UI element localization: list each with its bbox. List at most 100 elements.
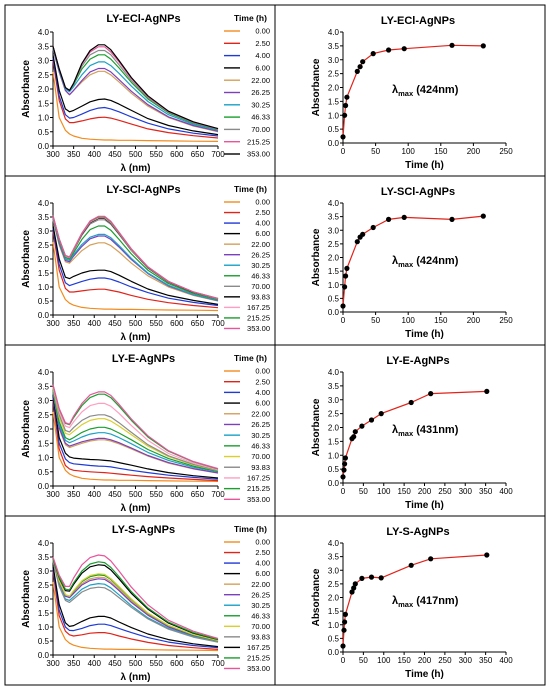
panel-title: LY-E-AgNPs [386, 355, 449, 367]
data-point [342, 611, 348, 618]
panel-title: LY-S-AgNPs [386, 526, 449, 538]
data-point [352, 429, 358, 435]
data-point [342, 619, 348, 625]
x-axis-label: Time (h) [405, 329, 444, 340]
legend-label: 6.00 [255, 399, 270, 408]
x-tick-label: 500 [129, 150, 143, 159]
x-tick-label: 350 [67, 659, 81, 668]
data-point [359, 575, 365, 582]
panel-title: LY-ECl-AgNPs [381, 15, 455, 27]
y-tick-label: 2.0 [38, 255, 50, 264]
y-tick-label: 1.5 [328, 97, 340, 106]
x-tick-label: 0 [341, 656, 346, 665]
y-tick-label: 3.0 [38, 57, 50, 66]
spectrum-line [52, 582, 219, 652]
y-tick-label: 1.5 [38, 439, 50, 448]
spectrum-line [52, 219, 219, 302]
data-point [342, 455, 348, 461]
lambda-subscript: max [398, 260, 414, 269]
legend-label: 46.33 [251, 113, 270, 122]
x-tick-label: 200 [418, 656, 432, 665]
data-point [359, 423, 365, 429]
x-tick-label: 50 [359, 656, 368, 665]
legend-label: 2.50 [255, 208, 270, 217]
x-tick-label: 400 [88, 319, 102, 328]
legend-label: 26.25 [251, 250, 270, 259]
y-tick-label: 0.0 [38, 311, 50, 320]
x-tick-label: 300 [459, 656, 473, 665]
y-tick-label: 1.5 [328, 437, 340, 446]
legend-label: 30.25 [251, 601, 270, 610]
kinetics-panel-2: LY-E-AgNPs 0.0 0.5 1.0 1.5 2.0 2.5 3.0 3.5 4.0 0 50… [311, 355, 513, 511]
data-point [368, 417, 375, 423]
y-tick-label: 0.5 [328, 294, 340, 303]
spectrum-line [52, 230, 219, 309]
y-tick-label: 0.0 [38, 142, 50, 151]
y-tick-label: 4.0 [328, 28, 340, 37]
x-tick-label: 450 [108, 490, 122, 499]
data-point [484, 388, 490, 394]
spectrum-line [52, 47, 219, 131]
y-tick-label: 4.0 [38, 368, 50, 377]
x-tick-label: 0 [341, 147, 346, 156]
data-point [354, 239, 360, 245]
y-tick-label: 2.5 [328, 410, 340, 419]
legend-label: 353.00 [247, 150, 270, 159]
legend-label: 26.25 [251, 590, 270, 599]
x-tick-label: 0 [341, 316, 346, 325]
y-tick-label: 4.0 [38, 539, 50, 548]
data-point [401, 46, 407, 52]
y-tick-label: 3.5 [38, 553, 50, 562]
x-axis-label: λ (nm) [121, 503, 151, 514]
lambda-symbol: λ [392, 84, 398, 96]
y-axis-label: Absorbance [311, 398, 322, 456]
x-tick-label: 550 [149, 150, 163, 159]
x-tick-label: 200 [418, 487, 432, 496]
lambda-value: (424nm) [413, 255, 459, 267]
y-tick-label: 3.5 [328, 42, 340, 51]
panel-title: LY-S-AgNPs [112, 524, 175, 536]
panels: LY-ECl-AgNPs 0.0 0.5 1.0 1.5 2.0 2.5 3.0 3.5 4.0 3… [4, 4, 546, 686]
panel-title: LY-SCl-AgNPs [381, 186, 455, 198]
x-tick-label: 150 [434, 316, 448, 325]
y-tick-label: 2.5 [38, 241, 50, 250]
kinetics-panel-1: LY-SCl-AgNPs 0.0 0.5 1.0 1.5 2.0 2.5 3.0 3.5 4.0 0… [311, 186, 513, 340]
x-tick-label: 150 [397, 487, 411, 496]
spectrum-line [52, 391, 219, 474]
y-tick-label: 4.0 [38, 199, 50, 208]
spectrum-line [52, 225, 219, 305]
legend-label: 0.00 [255, 27, 270, 36]
lambda-max-annotation: λmax (424nm) [392, 255, 459, 269]
spectrum-line [52, 215, 219, 300]
spectrum-line [52, 561, 219, 643]
spectrum-line [52, 57, 219, 137]
data-point [368, 574, 375, 580]
kinetics-panel-3: LY-S-AgNPs 0.0 0.5 1.0 1.5 2.0 2.5 3.0 3.5 4.0 0 50… [311, 526, 513, 680]
x-tick-label: 700 [211, 319, 225, 328]
y-tick-label: 2.5 [328, 240, 340, 249]
x-axis-label: λ (nm) [121, 332, 151, 343]
data-point [378, 411, 384, 417]
y-tick-label: 3.5 [328, 213, 340, 222]
y-axis-label: Absorbance [21, 400, 32, 458]
legend-title: Time (h) [234, 353, 267, 363]
y-axis-label: Absorbance [21, 230, 32, 288]
panel-title: LY-SCl-AgNPs [106, 184, 180, 196]
x-tick-label: 0 [341, 487, 346, 496]
lambda-symbol: λ [392, 255, 398, 267]
data-point [342, 461, 348, 467]
legend-label: 0.00 [255, 538, 270, 547]
x-tick-label: 400 [88, 490, 102, 499]
spectrum-line [52, 218, 219, 301]
y-tick-label: 0.5 [328, 634, 340, 643]
y-tick-label: 2.5 [328, 580, 340, 589]
legend-title: Time (h) [234, 184, 267, 194]
x-axis-label: Time (h) [405, 669, 444, 680]
spectrum-line [52, 388, 219, 472]
y-tick-label: 2.0 [328, 594, 340, 603]
data-point [449, 216, 455, 222]
y-tick-label: 0.0 [328, 648, 340, 657]
y-tick-label: 3.0 [328, 226, 340, 235]
data-point [370, 51, 376, 57]
y-tick-label: 1.0 [328, 111, 340, 120]
